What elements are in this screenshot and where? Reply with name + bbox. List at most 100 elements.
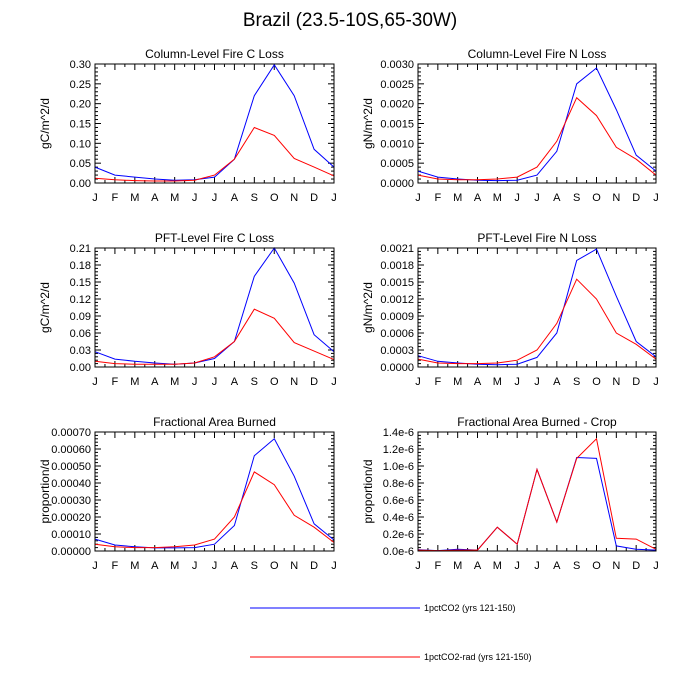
x-tick-label: J xyxy=(92,376,98,388)
x-tick-label: J xyxy=(92,192,98,204)
y-tick-label: 1.0e-6 xyxy=(383,461,414,473)
x-tick-label: M xyxy=(453,560,462,572)
x-tick-label: O xyxy=(270,560,279,572)
x-tick-label: J xyxy=(212,376,218,388)
y-tick-label: 0.03 xyxy=(70,345,91,357)
legend-item-2: 1pctCO2-rad (yrs 121-150) xyxy=(250,652,532,662)
y-tick-label: 0.0018 xyxy=(380,260,414,272)
x-tick-label: J xyxy=(534,560,540,572)
series-line-1 xyxy=(417,456,657,552)
x-tick-label: A xyxy=(231,376,239,388)
y-axis-label: gC/m^2/d xyxy=(38,98,52,149)
y-tick-label: 0.0015 xyxy=(380,119,414,131)
x-tick-label: F xyxy=(112,192,119,204)
series-line-2 xyxy=(417,437,657,552)
x-tick-label: J xyxy=(514,376,520,388)
x-tick-label: F xyxy=(434,192,441,204)
y-axis-label: proportion/d xyxy=(38,459,52,523)
series-line-2 xyxy=(94,308,335,365)
y-tick-label: 0.0025 xyxy=(380,79,414,91)
y-axis-label: gN/m^2/d xyxy=(361,282,375,333)
x-tick-label: A xyxy=(151,560,159,572)
x-tick-label: M xyxy=(453,192,462,204)
x-tick-label: S xyxy=(573,560,580,572)
y-tick-label: 0.00050 xyxy=(51,461,91,473)
x-tick-label: A xyxy=(231,192,239,204)
plot-frame xyxy=(417,247,657,368)
y-tick-label: 0.0000 xyxy=(380,178,414,190)
x-tick-label: J xyxy=(212,560,218,572)
x-tick-label: M xyxy=(170,560,179,572)
x-tick-label: M xyxy=(170,192,179,204)
x-tick-label: D xyxy=(632,376,640,388)
x-tick-label: J xyxy=(534,192,540,204)
x-tick-label: N xyxy=(290,560,298,572)
x-tick-label: N xyxy=(612,560,620,572)
x-tick-label: D xyxy=(310,376,318,388)
legend-label: 1pctCO2-rad (yrs 121-150) xyxy=(424,652,532,662)
x-tick-label: A xyxy=(553,560,561,572)
x-tick-label: O xyxy=(592,376,601,388)
x-tick-label: D xyxy=(632,192,640,204)
x-tick-label: J xyxy=(653,560,659,572)
plot-frame xyxy=(94,247,335,368)
y-tick-label: 0.00020 xyxy=(51,512,91,524)
x-tick-label: S xyxy=(573,376,580,388)
x-tick-label: J xyxy=(192,192,198,204)
y-tick-label: 0.00000 xyxy=(51,546,91,558)
x-tick-label: O xyxy=(592,192,601,204)
plot-frame xyxy=(94,431,335,552)
x-tick-label: N xyxy=(290,192,298,204)
y-tick-label: 0.2e-6 xyxy=(383,529,414,541)
y-tick-label: 0.00 xyxy=(70,362,91,374)
chart-title: Column-Level Fire N Loss xyxy=(468,47,607,61)
x-tick-label: S xyxy=(251,560,258,572)
x-tick-label: N xyxy=(290,376,298,388)
x-tick-label: J xyxy=(92,560,98,572)
x-tick-label: J xyxy=(415,376,421,388)
x-tick-label: J xyxy=(653,376,659,388)
y-tick-label: 0.0020 xyxy=(380,99,414,111)
x-tick-label: O xyxy=(270,376,279,388)
x-tick-label: M xyxy=(493,376,502,388)
legend-item-1: 1pctCO2 (yrs 121-150) xyxy=(250,603,516,613)
x-tick-label: A xyxy=(151,376,159,388)
y-tick-label: 0.09 xyxy=(70,311,91,323)
y-axis-label: proportion/d xyxy=(361,459,375,523)
x-tick-label: A xyxy=(474,560,482,572)
y-tick-label: 0.12 xyxy=(70,294,91,306)
y-tick-label: 0.20 xyxy=(70,99,91,111)
series-line-1 xyxy=(94,63,335,181)
plot-frame xyxy=(417,431,657,552)
x-tick-label: M xyxy=(130,192,139,204)
x-tick-label: M xyxy=(170,376,179,388)
y-tick-label: 0.0006 xyxy=(380,328,414,340)
y-tick-label: 0.05 xyxy=(70,158,91,170)
y-tick-label: 0.00010 xyxy=(51,529,91,541)
series-line-1 xyxy=(94,438,335,549)
x-tick-label: S xyxy=(251,192,258,204)
y-tick-label: 0.0003 xyxy=(380,345,414,357)
x-tick-label: J xyxy=(192,376,198,388)
x-tick-label: J xyxy=(415,192,421,204)
y-tick-label: 0.0021 xyxy=(380,243,414,255)
y-tick-label: 0.0e-6 xyxy=(383,546,414,558)
y-tick-label: 0.15 xyxy=(70,119,91,131)
y-tick-label: 0.0010 xyxy=(380,138,414,150)
y-tick-label: 0.21 xyxy=(70,243,91,255)
plot-frame xyxy=(417,63,657,184)
y-tick-label: 0.30 xyxy=(70,59,91,71)
x-tick-label: J xyxy=(534,376,540,388)
x-tick-label: D xyxy=(632,560,640,572)
x-tick-label: D xyxy=(310,192,318,204)
y-axis-label: gN/m^2/d xyxy=(361,98,375,149)
y-tick-label: 0.00030 xyxy=(51,495,91,507)
y-tick-label: 0.00060 xyxy=(51,444,91,456)
series-line-1 xyxy=(417,67,657,182)
y-tick-label: 0.10 xyxy=(70,138,91,150)
x-tick-label: J xyxy=(653,192,659,204)
